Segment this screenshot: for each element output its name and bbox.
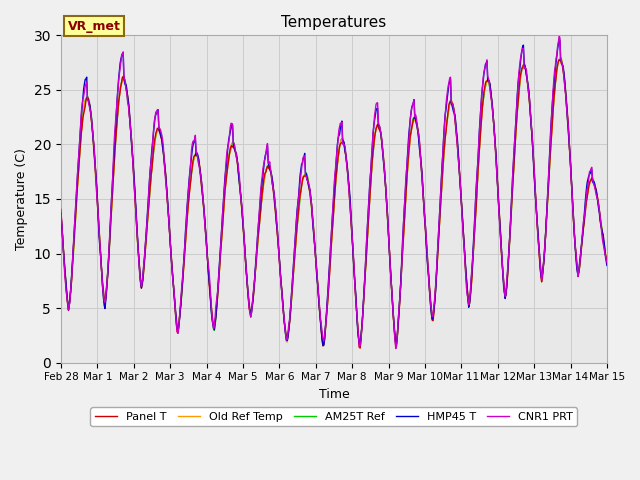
AM25T Ref <box>57 211 65 217</box>
HMP45 T <box>207 308 215 314</box>
AM25T Ref <box>207 307 215 313</box>
AM25T Ref <box>179 282 186 288</box>
CNR1 PRT <box>67 286 75 291</box>
Panel T <box>57 210 65 216</box>
HMP45 T <box>417 158 425 164</box>
Panel T <box>123 89 131 95</box>
CNR1 PRT <box>417 160 425 166</box>
Panel T <box>556 57 563 62</box>
HMP45 T <box>179 280 186 286</box>
CNR1 PRT <box>207 303 215 309</box>
X-axis label: Time: Time <box>319 388 349 401</box>
Panel T <box>207 304 215 310</box>
HMP45 T <box>603 263 611 268</box>
Line: HMP45 T: HMP45 T <box>61 40 607 346</box>
Old Ref Temp <box>603 260 611 265</box>
Old Ref Temp <box>67 289 75 295</box>
AM25T Ref <box>417 159 425 165</box>
AM25T Ref <box>67 285 75 291</box>
AM25T Ref <box>401 207 409 213</box>
Old Ref Temp <box>123 89 131 95</box>
CNR1 PRT <box>401 195 409 201</box>
Panel T <box>67 287 75 292</box>
HMP45 T <box>320 343 328 348</box>
AM25T Ref <box>557 55 564 60</box>
Panel T <box>417 158 425 164</box>
Line: CNR1 PRT: CNR1 PRT <box>61 36 607 348</box>
Panel T <box>356 345 364 351</box>
HMP45 T <box>401 196 409 202</box>
AM25T Ref <box>392 343 399 349</box>
HMP45 T <box>556 37 564 43</box>
Old Ref Temp <box>417 157 425 163</box>
HMP45 T <box>123 88 131 94</box>
Old Ref Temp <box>401 209 409 215</box>
HMP45 T <box>57 211 65 217</box>
CNR1 PRT <box>603 260 611 265</box>
Panel T <box>179 281 186 287</box>
AM25T Ref <box>603 258 611 264</box>
Old Ref Temp <box>556 55 564 61</box>
CNR1 PRT <box>57 206 65 212</box>
Line: AM25T Ref: AM25T Ref <box>61 58 607 346</box>
Text: VR_met: VR_met <box>68 20 121 33</box>
Y-axis label: Temperature (C): Temperature (C) <box>15 148 28 250</box>
Panel T <box>401 209 409 215</box>
Old Ref Temp <box>356 346 364 351</box>
CNR1 PRT <box>392 346 399 351</box>
HMP45 T <box>67 286 75 292</box>
Line: Panel T: Panel T <box>61 60 607 348</box>
CNR1 PRT <box>556 34 563 39</box>
Panel T <box>603 258 611 264</box>
CNR1 PRT <box>179 276 186 282</box>
CNR1 PRT <box>123 92 131 97</box>
Old Ref Temp <box>207 302 215 308</box>
Legend: Panel T, Old Ref Temp, AM25T Ref, HMP45 T, CNR1 PRT: Panel T, Old Ref Temp, AM25T Ref, HMP45 … <box>90 408 577 426</box>
Line: Old Ref Temp: Old Ref Temp <box>61 58 607 348</box>
Old Ref Temp <box>57 207 65 213</box>
Title: Temperatures: Temperatures <box>282 15 387 30</box>
AM25T Ref <box>123 92 131 97</box>
Old Ref Temp <box>179 281 186 287</box>
